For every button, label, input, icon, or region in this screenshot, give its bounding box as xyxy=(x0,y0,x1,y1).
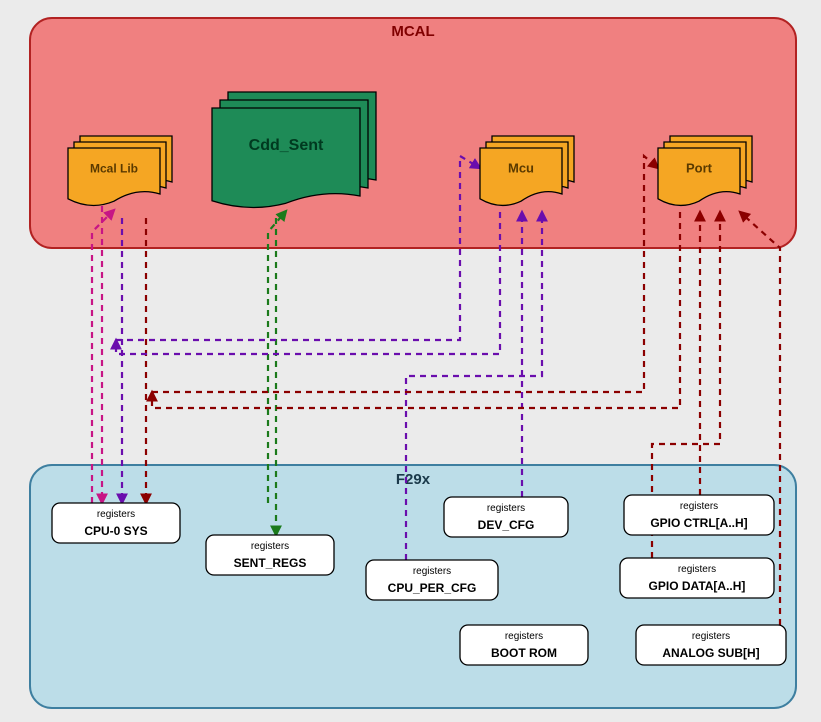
register-dev_cfg: registers DEV_CFG xyxy=(444,497,568,537)
register-boot_rom-bottom: BOOT ROM xyxy=(491,646,557,660)
register-sent_regs: registers SENT_REGS xyxy=(206,535,334,575)
register-cpu_per-bottom: CPU_PER_CFG xyxy=(388,581,477,595)
register-cpu_per: registers CPU_PER_CFG xyxy=(366,560,498,600)
register-sent_regs-top: registers xyxy=(251,541,289,552)
register-analog_sub: registers ANALOG SUB[H] xyxy=(636,625,786,665)
register-analog_sub-bottom: ANALOG SUB[H] xyxy=(662,646,759,660)
register-boot_rom-top: registers xyxy=(505,631,543,642)
mcal_lib-label: Mcal Lib xyxy=(90,161,138,175)
mcu-label: Mcu xyxy=(508,160,534,175)
cdd_sent-stack: Cdd_Sent xyxy=(212,92,376,207)
register-cpu0_sys-top: registers xyxy=(97,509,135,520)
register-gpio_ctrl: registers GPIO CTRL[A..H] xyxy=(624,495,774,535)
register-gpio_ctrl-bottom: GPIO CTRL[A..H] xyxy=(650,516,747,530)
register-dev_cfg-top: registers xyxy=(487,503,525,514)
register-gpio_ctrl-top: registers xyxy=(680,501,718,512)
cdd_sent-label: Cdd_Sent xyxy=(249,137,324,154)
register-cpu0_sys: registers CPU-0 SYS xyxy=(52,503,180,543)
register-gpio_data-top: registers xyxy=(678,564,716,575)
port-label: Port xyxy=(686,160,713,175)
register-boot_rom: registers BOOT ROM xyxy=(460,625,588,665)
register-analog_sub-top: registers xyxy=(692,631,730,642)
register-gpio_data: registers GPIO DATA[A..H] xyxy=(620,558,774,598)
register-dev_cfg-bottom: DEV_CFG xyxy=(478,518,535,532)
register-cpu0_sys-bottom: CPU-0 SYS xyxy=(84,524,147,538)
register-sent_regs-bottom: SENT_REGS xyxy=(234,556,307,570)
register-gpio_data-bottom: GPIO DATA[A..H] xyxy=(649,579,746,593)
mcal-label: MCAL xyxy=(391,23,434,40)
f29x-label: F29x xyxy=(396,471,431,488)
register-cpu_per-top: registers xyxy=(413,566,451,577)
